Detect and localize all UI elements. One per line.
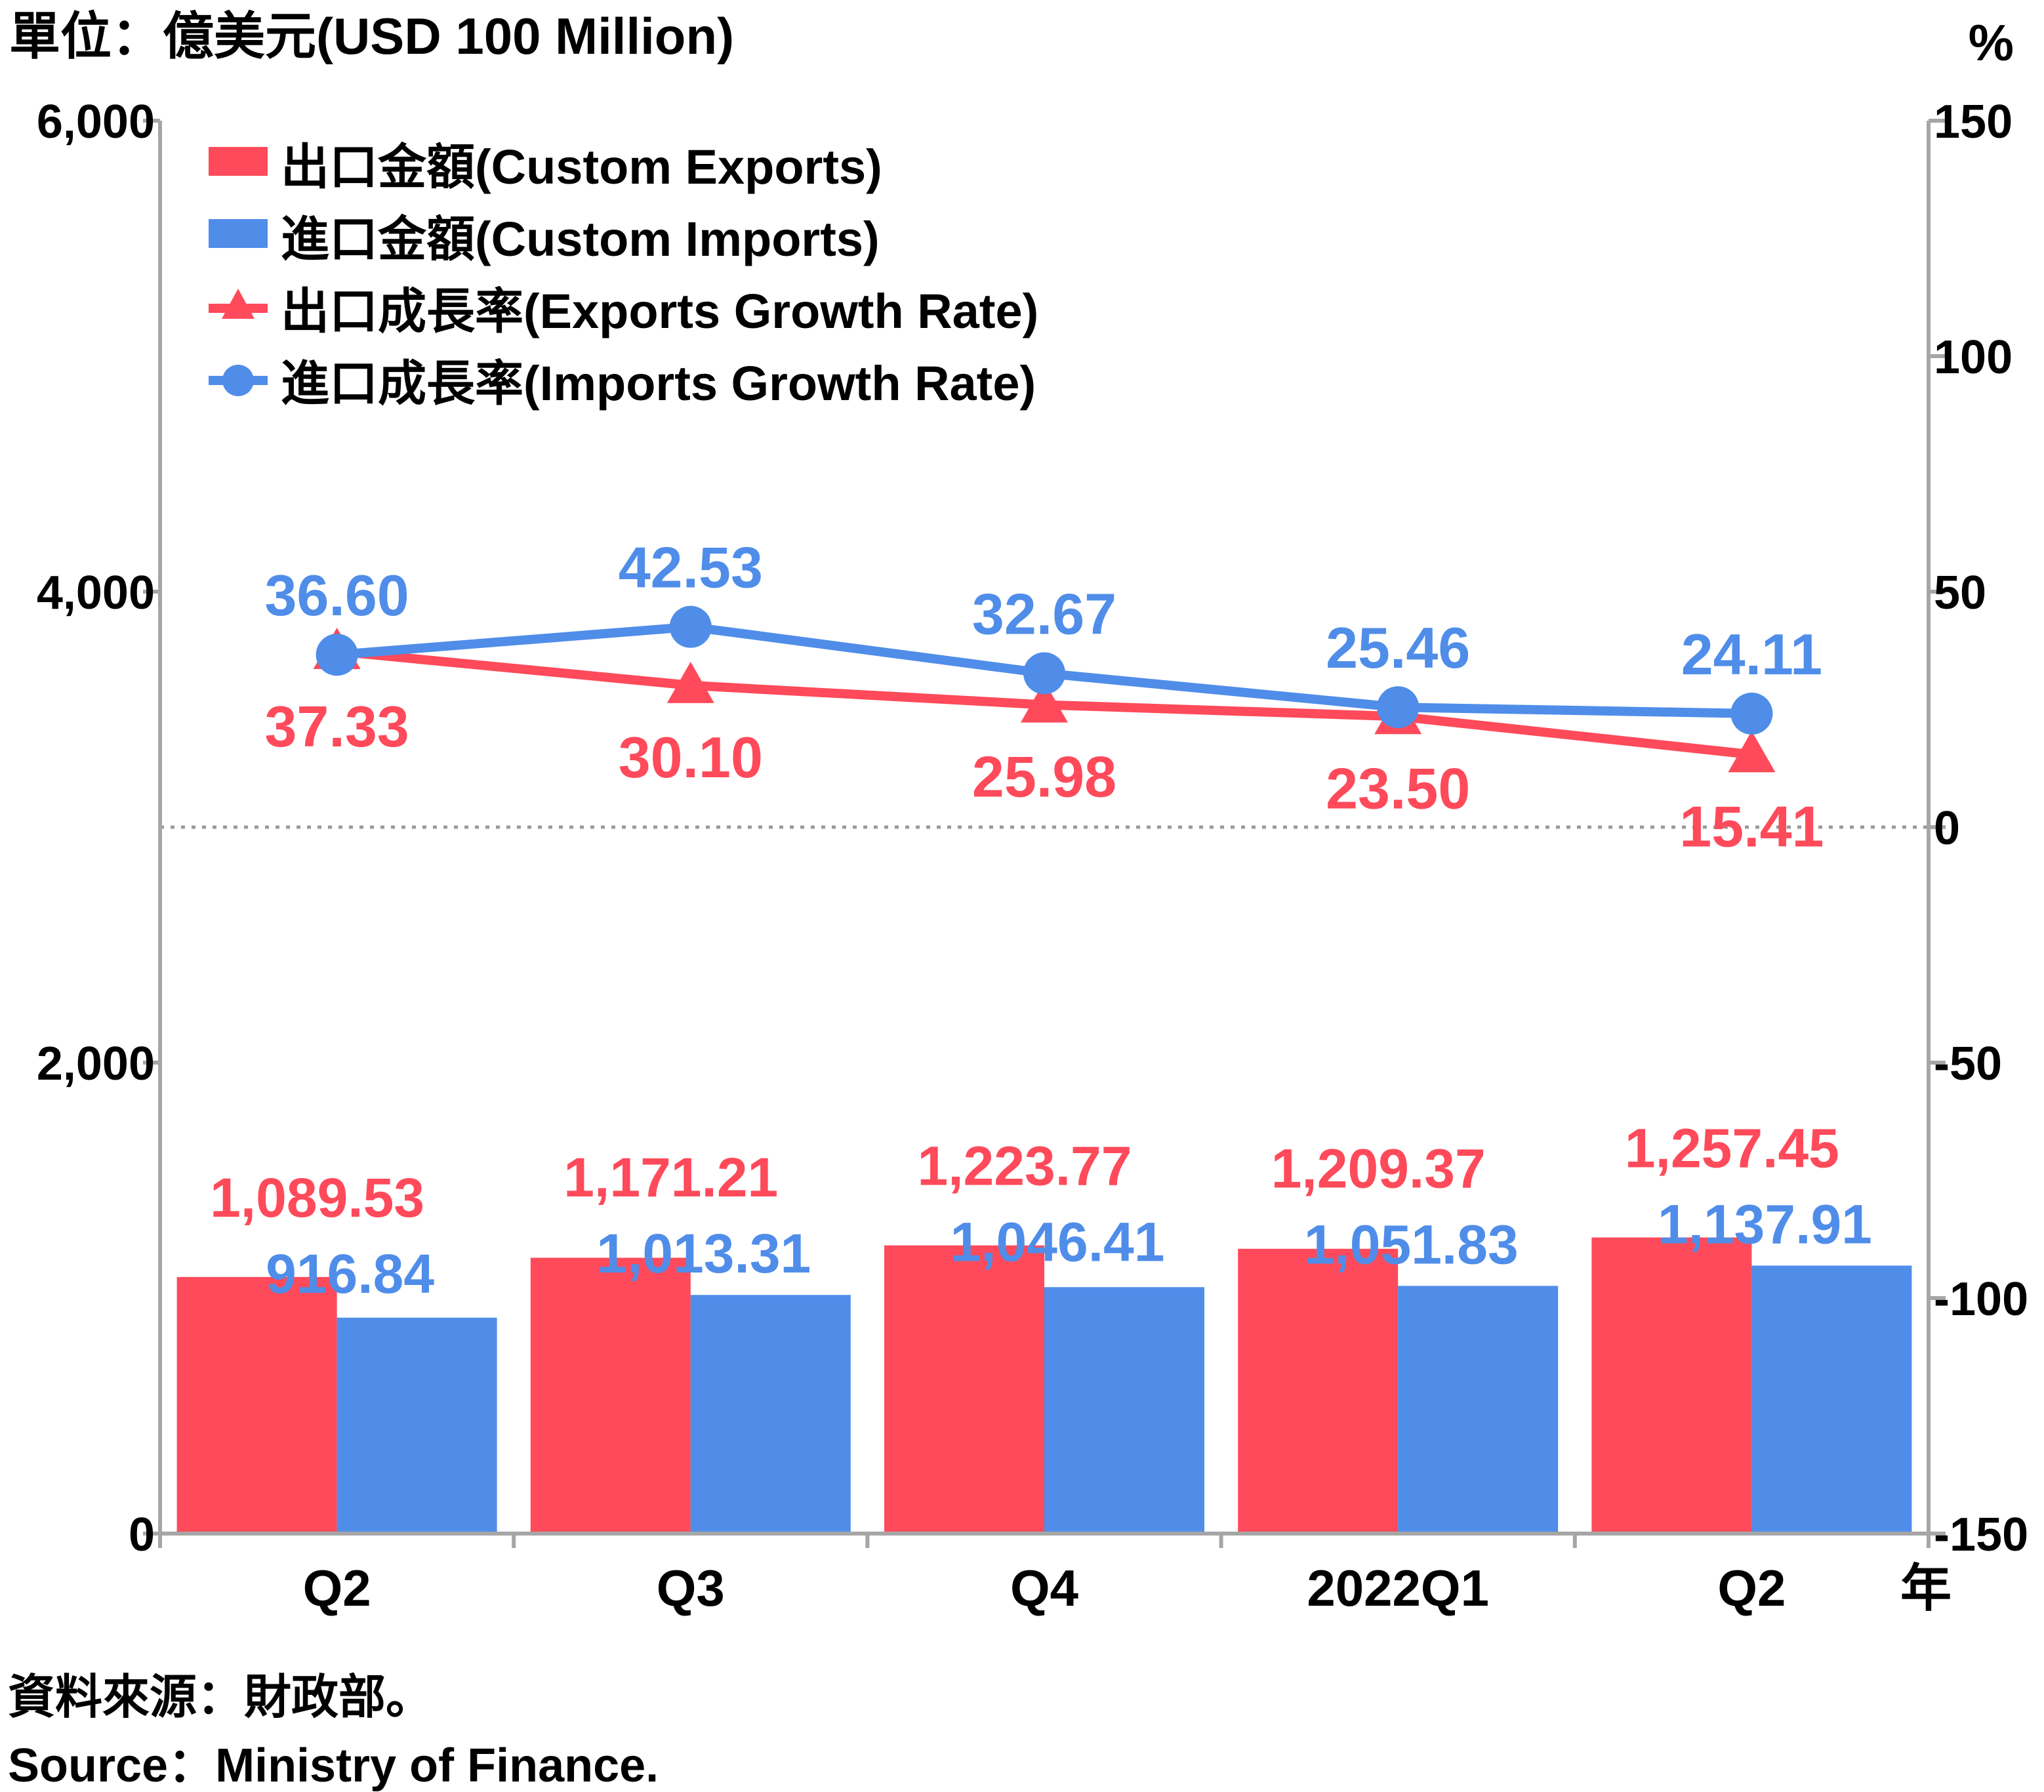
imports-growth-marker: [1377, 686, 1420, 729]
legend-marker-exports-growth: [222, 289, 255, 319]
imports-growth-label: 24.11: [1681, 622, 1822, 687]
lines-layer: [313, 605, 1776, 773]
exports-value-label: 1,257.45: [1625, 1117, 1839, 1179]
exports-bar: [1591, 1237, 1752, 1534]
imports-value-label: 1,013.31: [596, 1223, 811, 1284]
legend: 出口金額(Custom Exports) 進口金額(Custom Imports)…: [209, 140, 1038, 411]
right-tick-label: 50: [1934, 567, 1986, 619]
legend-label-imports: 進口金額(Custom Imports): [281, 212, 880, 266]
right-tick-label: 150: [1934, 96, 2013, 148]
exports-value-label: 1,209.37: [1271, 1137, 1486, 1199]
right-tick-label: -150: [1934, 1509, 2028, 1561]
imports-growth-marker: [669, 605, 712, 648]
imports-growth-marker: [316, 634, 358, 676]
imports-growth-label: 25.46: [1326, 615, 1470, 680]
x-category-label: Q4: [1010, 1559, 1078, 1617]
left-tick-label: 2,000: [37, 1038, 155, 1090]
exports-growth-label: 37.33: [264, 694, 409, 759]
x-category-label: Q3: [657, 1559, 725, 1617]
left-axis-unit: 單位：億美元(USD 100 Million): [9, 7, 734, 65]
imports-bar: [1044, 1287, 1204, 1534]
imports-bar: [690, 1295, 851, 1534]
exports-growth-label: 30.10: [619, 725, 763, 790]
legend-marker-imports-growth: [222, 365, 254, 396]
bars-layer: [176, 1237, 1912, 1534]
exports-growth-marker: [1021, 681, 1068, 723]
legend-label-exports: 出口金額(Custom Exports): [281, 140, 882, 194]
right-tick-label: 0: [1934, 802, 1960, 855]
right-tick-label: 100: [1934, 331, 2013, 384]
left-tick-label: 0: [129, 1509, 155, 1561]
exports-bar: [884, 1245, 1044, 1534]
exports-bar: [1238, 1248, 1399, 1534]
imports-bar: [1751, 1265, 1912, 1534]
exports-growth-label: 25.98: [972, 744, 1116, 809]
imports-growth-marker: [1023, 652, 1065, 695]
imports-growth-label: 36.60: [264, 563, 409, 628]
legend-swatch-imports: [209, 219, 268, 248]
legend-label-imports-growth: 進口成長率(Imports Growth Rate): [281, 356, 1036, 411]
exports-value-label: 1,171.21: [563, 1147, 778, 1208]
exports-bar: [530, 1257, 691, 1534]
source-english: Source：Ministry of Finance.: [8, 1740, 659, 1792]
exports-growth-label: 23.50: [1326, 756, 1470, 821]
imports-value-label: 1,051.83: [1304, 1213, 1519, 1275]
left-tick-label: 6,000: [37, 96, 155, 148]
source-chinese: 資料來源：財政部。: [8, 1671, 433, 1724]
axes-layer: 0 2,000 4,000 6,000 -150 -100 -50 0 50 100 150 Q2 Q3…: [37, 96, 2028, 1617]
year-marker: 年: [1900, 1559, 1952, 1617]
imports-growth-label: 32.67: [972, 581, 1116, 646]
imports-growth-label: 42.53: [619, 535, 763, 600]
exports-bar: [176, 1276, 337, 1534]
exports-value-label: 1,223.77: [918, 1135, 1132, 1197]
x-category-label: 2022Q1: [1307, 1559, 1489, 1617]
imports-bar: [1398, 1286, 1559, 1534]
imports-growth-marker: [1730, 692, 1773, 735]
right-axis-unit: %: [1969, 14, 2014, 71]
right-tick-label: -50: [1934, 1038, 2002, 1090]
exports-value-label: 1,089.53: [210, 1167, 424, 1229]
imports-bar: [337, 1317, 497, 1534]
labels-layer: 1,089.53 916.84 1,171.21 1,013.31 1,223.77 1,…: [210, 535, 1872, 1305]
imports-value-label: 1,137.91: [1658, 1193, 1872, 1255]
imports-value-label: 1,046.41: [950, 1212, 1165, 1273]
x-category-label: Q2: [1717, 1559, 1786, 1617]
imports-value-label: 916.84: [266, 1243, 434, 1305]
right-tick-label: -100: [1934, 1273, 2028, 1326]
exports-growth-label: 15.41: [1679, 794, 1824, 859]
legend-label-exports-growth: 出口成長率(Exports Growth Rate): [281, 284, 1038, 338]
x-category-label: Q2: [303, 1559, 371, 1617]
left-tick-label: 4,000: [37, 567, 155, 619]
legend-swatch-exports: [209, 147, 268, 176]
exports-growth-marker: [1728, 731, 1776, 773]
exports-growth-marker: [666, 661, 714, 703]
